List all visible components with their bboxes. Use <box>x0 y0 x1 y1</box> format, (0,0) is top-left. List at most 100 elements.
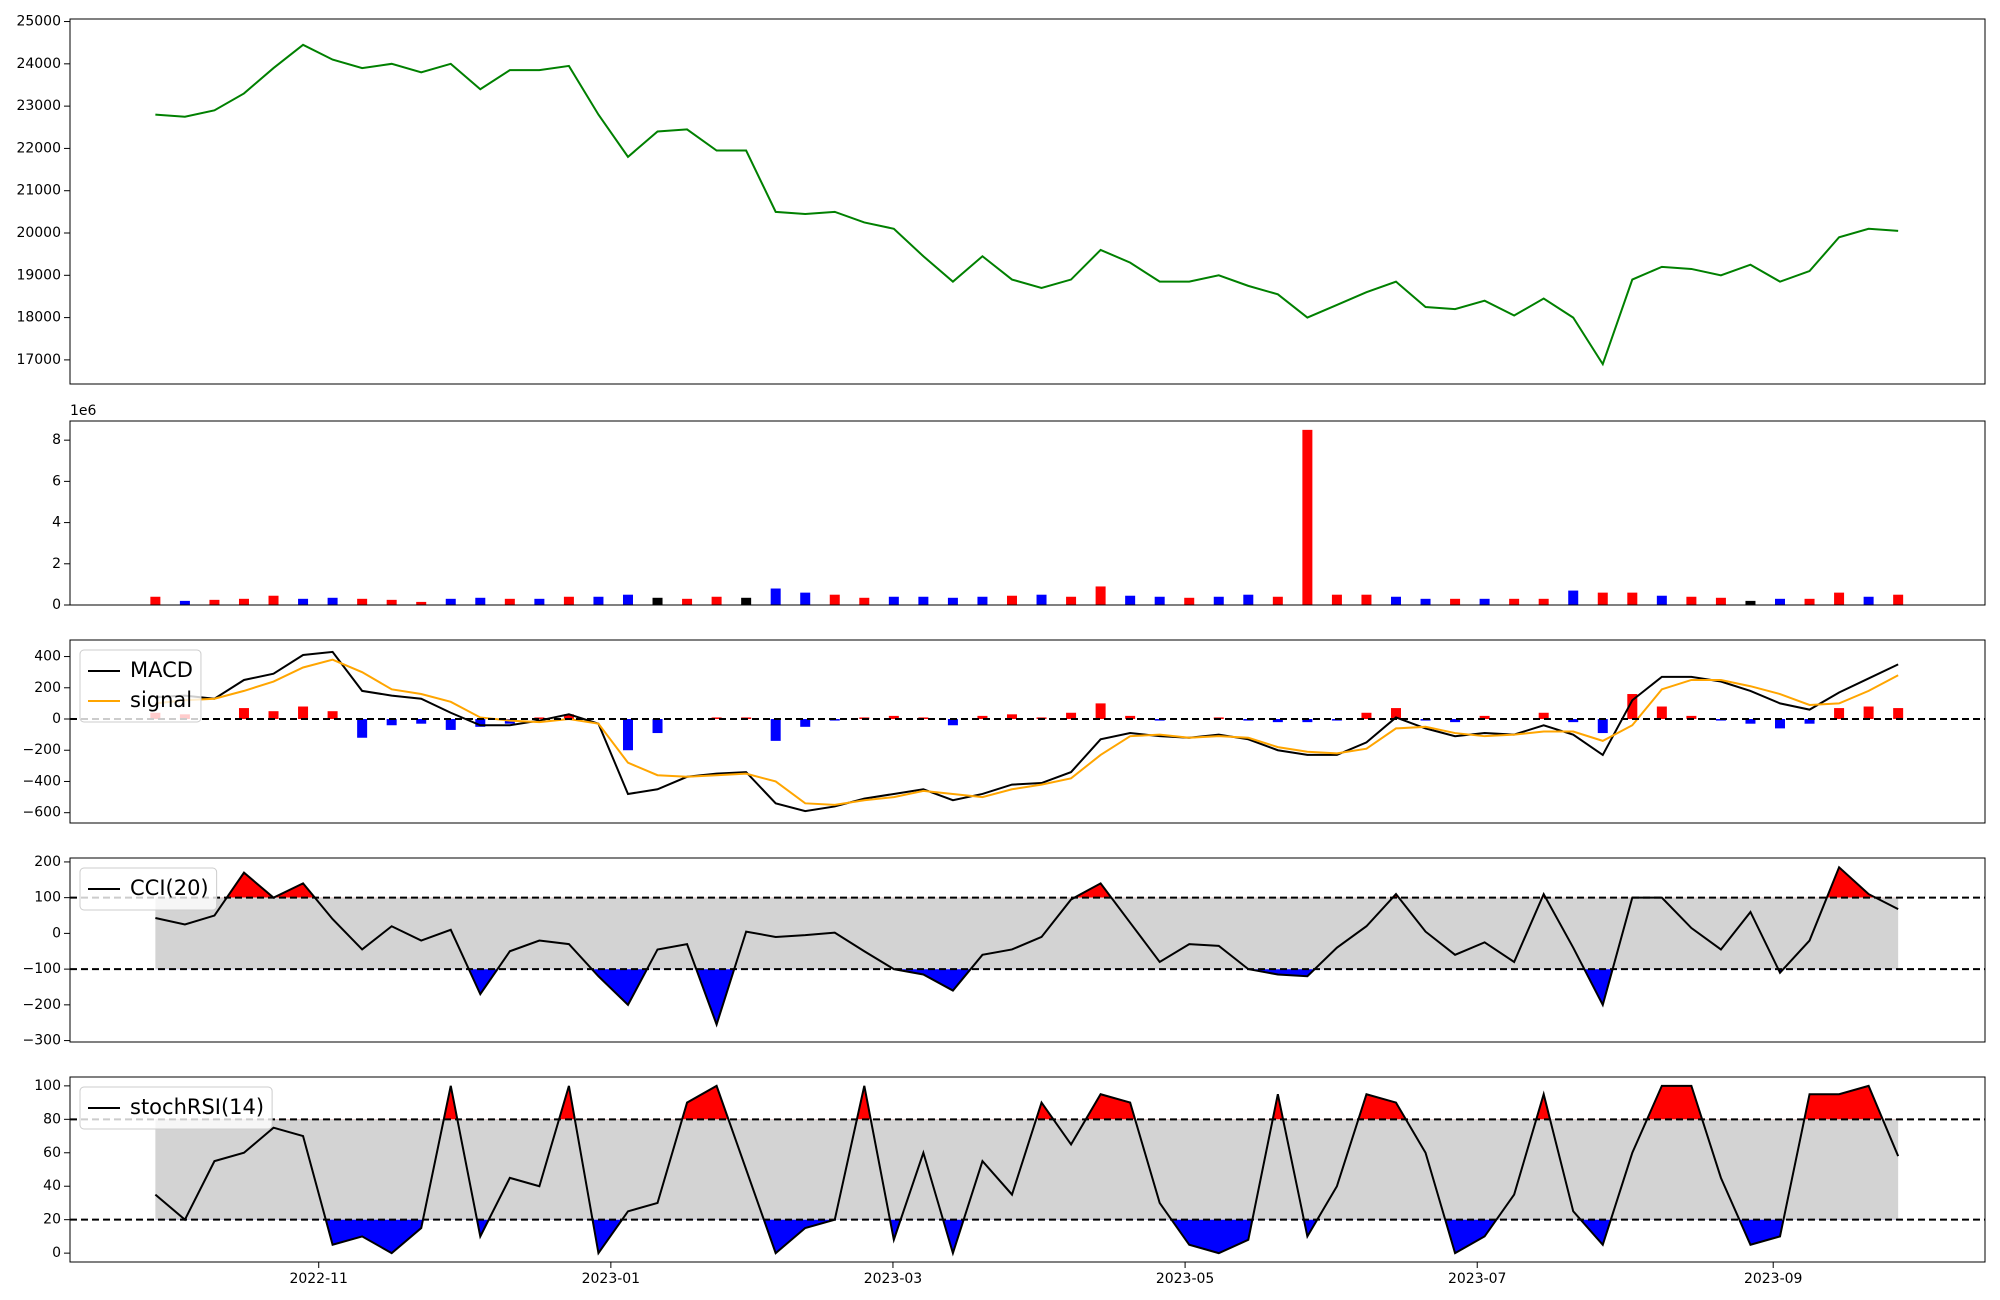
volume-bar <box>711 596 722 605</box>
series-line <box>155 658 1899 806</box>
y-tick-label: 0 <box>52 597 61 613</box>
histogram-bar <box>711 717 722 720</box>
y-tick-label: 4 <box>52 515 61 531</box>
histogram-bar <box>563 714 574 720</box>
volume-bar <box>1479 598 1490 605</box>
axes-frame <box>69 1076 1986 1263</box>
y-tick-label: 8 <box>52 432 61 448</box>
volume-bar <box>1627 592 1638 605</box>
y-tick-label: −200 <box>23 742 61 758</box>
histogram-bar <box>1804 719 1815 724</box>
offset-label: 1e6 <box>70 403 97 419</box>
y-tick-label: 200 <box>34 854 61 870</box>
y-tick-label: 17000 <box>16 352 61 368</box>
histogram-bar <box>1538 712 1549 720</box>
legend-label: CCI(20) <box>130 876 209 900</box>
series-line <box>154 1084 1900 1257</box>
histogram-bar <box>416 719 427 724</box>
price-line <box>155 43 1899 367</box>
y-tick-label: 200 <box>34 680 61 696</box>
y-tick-label: −600 <box>23 805 61 821</box>
below-fill <box>155 1219 1899 1254</box>
volume-bar <box>1834 592 1845 605</box>
y-tick-label: 23000 <box>16 98 61 114</box>
histogram-bar <box>1745 719 1756 724</box>
y-tick-label: 0 <box>52 711 61 727</box>
volume-bar <box>918 596 929 605</box>
histogram-bar <box>357 719 368 738</box>
panel <box>150 429 1904 605</box>
y-tick-label: 19000 <box>16 267 61 283</box>
volume-bar <box>1066 596 1077 605</box>
histogram-bar <box>770 719 781 741</box>
y-tick-label: 20 <box>43 1212 61 1228</box>
histogram-bar <box>1597 719 1608 734</box>
band <box>155 897 1899 970</box>
volume-bar <box>386 599 397 605</box>
volume-bar <box>1450 598 1461 605</box>
y-tick-label: 80 <box>43 1111 61 1127</box>
volume-bar <box>977 596 988 605</box>
histogram-bar <box>1834 708 1845 720</box>
volume-bar <box>1036 594 1047 605</box>
y-tick-label: 400 <box>34 649 61 665</box>
volume-bar <box>947 597 958 605</box>
histogram-bar <box>1095 703 1106 720</box>
y-tick-label: 2 <box>52 556 61 572</box>
histogram-bar <box>1568 719 1579 723</box>
histogram-bar <box>622 719 633 751</box>
volume-bar <box>770 588 781 605</box>
histogram-bar <box>298 706 309 720</box>
volume-bar <box>1863 596 1874 605</box>
volume-bar <box>534 598 545 605</box>
volume-bar <box>1745 600 1756 605</box>
x-tick-label: 2023-05 <box>1156 1271 1215 1287</box>
volume-bar <box>416 601 427 605</box>
y-tick-label: −100 <box>23 961 61 977</box>
histogram-bar <box>652 719 663 734</box>
volume-bar <box>622 594 633 605</box>
volume-bar <box>563 596 574 605</box>
legend-label: MACD <box>130 658 193 682</box>
legend-box <box>79 649 202 723</box>
volume-bar <box>327 597 338 605</box>
x-tick-label: 2023-03 <box>864 1271 923 1287</box>
volume-bar <box>741 597 752 605</box>
volume-bar <box>652 597 663 605</box>
volume-bar <box>1213 596 1224 605</box>
y-tick-label: 100 <box>34 1078 61 1094</box>
histogram-bar <box>327 711 338 720</box>
volume-bar <box>1509 598 1520 605</box>
axes-frame <box>69 18 1986 385</box>
volume-bar <box>1597 592 1608 605</box>
histogram-bar <box>1656 706 1667 720</box>
axes-frame <box>69 857 1986 1043</box>
volume-bar <box>1775 598 1786 605</box>
legend-label: stochRSI(14) <box>130 1095 264 1119</box>
legend-box <box>79 867 218 911</box>
y-tick-label: −400 <box>23 773 61 789</box>
panel <box>70 1084 1985 1257</box>
series-line <box>155 865 1899 1028</box>
histogram-bar <box>475 719 486 727</box>
volume-bar <box>1331 594 1342 605</box>
volume-bar <box>800 592 811 605</box>
volume-bar <box>1686 596 1697 605</box>
histogram-bar <box>1066 712 1077 720</box>
series-line <box>155 650 1899 813</box>
histogram-bar <box>1450 719 1461 723</box>
histogram-bar <box>534 717 545 720</box>
y-tick-label: 22000 <box>16 140 61 156</box>
y-tick-label: 60 <box>43 1145 61 1161</box>
volume-bar <box>593 596 604 605</box>
volume-bar <box>1568 590 1579 605</box>
y-tick-label: 6 <box>52 473 61 489</box>
volume-bar <box>1893 594 1904 605</box>
panel <box>70 865 1985 1028</box>
histogram-bar <box>1686 715 1697 720</box>
histogram-bar <box>445 719 456 730</box>
histogram-bar <box>268 711 279 720</box>
volume-bar <box>1420 598 1431 605</box>
x-tick-label: 2023-09 <box>1744 1271 1803 1287</box>
